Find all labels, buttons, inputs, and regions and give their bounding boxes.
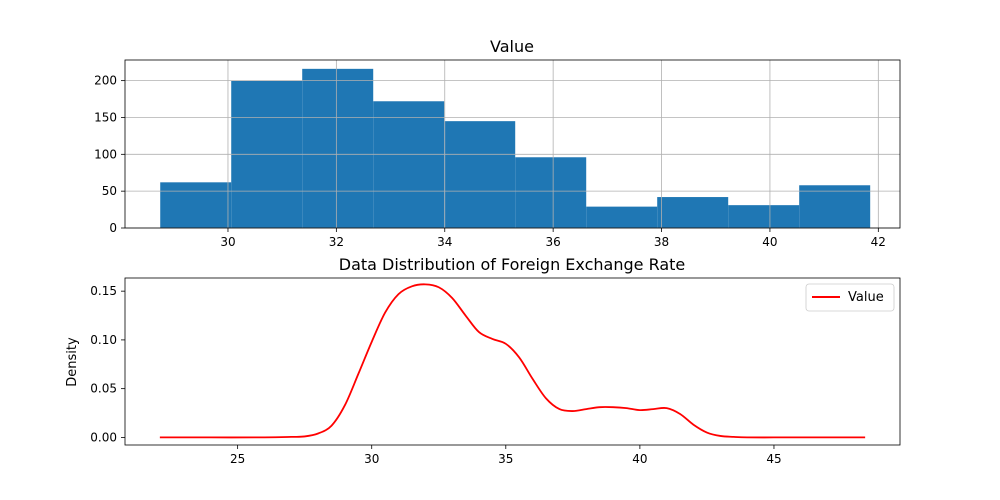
histogram-x-ticks: 30 32 34 36 38 40 42 (220, 228, 886, 249)
histogram-x-tick-label: 42 (871, 235, 886, 249)
histogram-bar-9 (799, 185, 871, 228)
histogram-y-tick-label: 100 (94, 147, 117, 161)
density-x-ticks: 25 30 35 40 45 (230, 445, 782, 466)
histogram-y-tick-label: 0 (109, 221, 117, 235)
histogram-bar-6 (586, 206, 658, 228)
histogram-x-tick-label: 40 (762, 235, 777, 249)
density-y-tick-label: 0.15 (90, 284, 117, 298)
histogram-bar-0 (160, 182, 232, 228)
histogram-bar-4 (444, 121, 516, 228)
density-title: Data Distribution of Foreign Exchange Ra… (339, 255, 686, 274)
histogram-bar-5 (515, 157, 587, 228)
histogram-bars (160, 68, 871, 228)
histogram-x-tick-label: 32 (329, 235, 344, 249)
histogram-bar-7 (657, 197, 729, 228)
legend-box (805, 283, 895, 312)
density-x-tick-label: 45 (766, 452, 781, 466)
density-x-tick-label: 35 (498, 452, 513, 466)
histogram-title: Value (490, 37, 534, 56)
density-panel: 25 30 35 40 45 0.00 0.05 0.10 0.15 Data Distrib… (65, 255, 901, 466)
histogram-x-tick-label: 34 (437, 235, 452, 249)
legend-label: Value (848, 290, 884, 305)
histogram-bar-2 (302, 68, 374, 228)
histogram-y-tick-label: 200 (94, 74, 117, 88)
density-x-tick-label: 30 (364, 452, 379, 466)
density-y-axis-label: Density (65, 337, 80, 387)
histogram-x-tick-label: 36 (546, 235, 561, 249)
density-line-series-0 (159, 283, 866, 439)
histogram-x-tick-label: 30 (220, 235, 235, 249)
density-x-tick-label: 25 (230, 452, 245, 466)
histogram-y-tick-label: 150 (94, 110, 117, 124)
density-y-tick-label: 0.00 (90, 430, 117, 444)
density-y-tick-label: 0.10 (90, 333, 117, 347)
histogram-bar-3 (373, 101, 445, 228)
histogram-y-tick-label: 50 (102, 184, 117, 198)
density-axes-frame (124, 277, 901, 446)
histogram-bar-8 (728, 205, 800, 228)
histogram-x-tick-label: 38 (654, 235, 669, 249)
histogram-panel: 30 32 34 36 38 40 42 0 50 100 150 200 Value (94, 37, 901, 249)
density-line-group (159, 283, 866, 439)
histogram-axes-frame (124, 59, 901, 229)
density-y-tick-label: 0.05 (90, 382, 117, 396)
density-legend: Value (805, 283, 895, 312)
density-y-ticks: 0.00 0.05 0.10 0.15 (90, 284, 125, 444)
histogram-y-ticks: 0 50 100 150 200 (94, 74, 125, 235)
density-x-tick-label: 40 (632, 452, 647, 466)
